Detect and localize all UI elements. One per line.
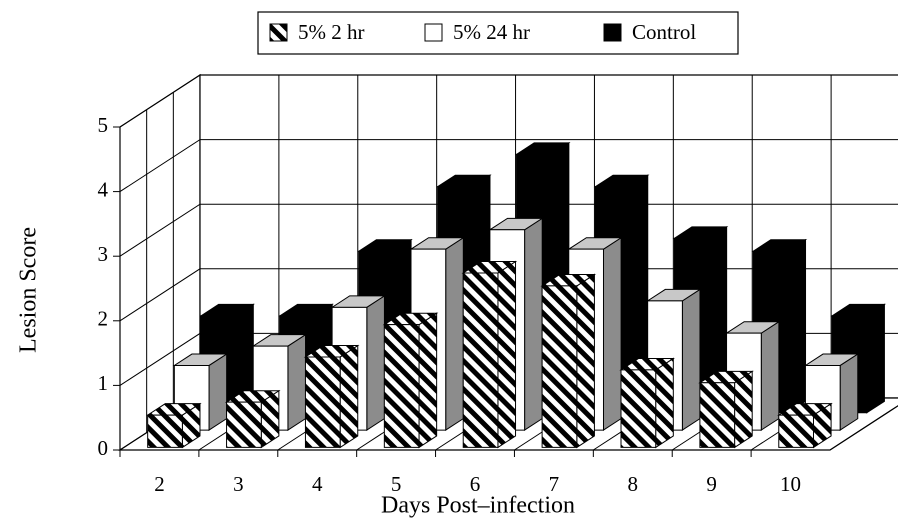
y-tick-label: 2 [98,307,109,331]
grid-line [119,74,898,128]
x-tick-label: 7 [549,472,560,496]
x-tick-label: 3 [233,472,244,496]
bar-side [576,273,595,449]
bar-side [445,236,464,431]
bar-side [339,344,359,449]
bar-side [602,236,622,431]
y-tick-label: 1 [98,371,109,395]
bars [145,141,887,449]
bar-side [287,333,307,431]
grid-line [119,268,898,322]
legend-label: 5% 24 hr [453,20,530,44]
legend-swatch [269,23,288,42]
y-tick-label: 3 [98,242,109,266]
bar-front [620,369,657,448]
bar-side [655,357,674,449]
bar-side [524,217,543,431]
x-tick-label: 9 [706,472,717,496]
bar [145,402,202,449]
bar-front [541,285,578,448]
bar-side [208,353,228,431]
legend-box [257,11,739,55]
x-tick-label: 4 [312,472,323,496]
bar-front [147,414,183,448]
x-tick-label: 8 [628,472,639,496]
bar [698,370,754,449]
bar-front [699,382,736,448]
x-tick-label: 2 [154,472,165,496]
floor-line [829,405,898,451]
bar [382,312,439,449]
bar-side [839,353,859,431]
grid-line [119,203,898,257]
bar [461,260,518,449]
grid-line [119,139,898,193]
bar [777,402,833,449]
bar-side [366,294,385,431]
bar-side [681,288,701,431]
legend-label: Control [632,20,696,44]
x-tick-label: 10 [780,472,801,496]
bar-side [734,370,753,449]
x-tick-label: 6 [470,472,481,496]
y-tick-label: 4 [98,177,109,201]
legend: 5% 2 hr 5% 24 hr Control [269,20,696,44]
bar-front [304,356,341,448]
bar-side [760,320,780,431]
y-tick-label: 5 [98,113,109,137]
bar [303,344,360,449]
bar-front [383,324,420,448]
legend-swatch [424,23,443,42]
bar-side [497,260,517,449]
x-tick-label: 5 [391,472,402,496]
bar [224,389,281,449]
bar-side [418,312,438,449]
y-tick-label: 0 [98,436,109,460]
legend-swatch [603,23,622,42]
bar-front [462,272,499,448]
y-axis-title: Lesion Score [16,227,42,353]
bar-side [866,303,885,414]
bar [540,273,597,449]
x-axis-title: Days Post–infection [381,493,575,519]
bar [619,357,675,449]
bar-front [226,401,262,448]
bar-front [778,414,814,448]
bar-side [787,238,807,414]
legend-label: 5% 2 hr [298,20,365,44]
